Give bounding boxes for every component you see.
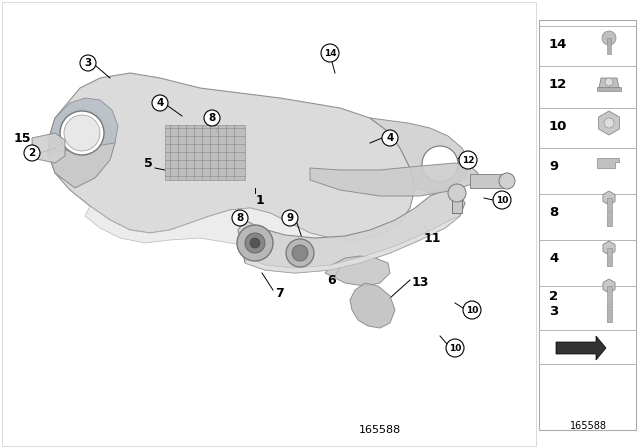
Circle shape: [493, 191, 511, 209]
Bar: [607, 248, 611, 266]
Text: 10: 10: [496, 195, 508, 204]
Text: 4: 4: [156, 98, 164, 108]
Circle shape: [382, 130, 398, 146]
Text: 12: 12: [549, 78, 567, 90]
Text: 8: 8: [236, 213, 244, 223]
Circle shape: [446, 339, 464, 357]
Polygon shape: [48, 73, 415, 240]
Circle shape: [286, 239, 314, 267]
Polygon shape: [310, 163, 478, 196]
Circle shape: [605, 78, 613, 86]
Circle shape: [60, 111, 104, 155]
Bar: [607, 286, 611, 322]
Bar: [539, 330, 636, 364]
Text: 14: 14: [324, 48, 336, 57]
Bar: [607, 198, 611, 226]
Text: 4: 4: [549, 251, 558, 264]
Circle shape: [604, 118, 614, 128]
Circle shape: [24, 145, 40, 161]
Bar: [165, 125, 245, 180]
Circle shape: [463, 301, 481, 319]
Circle shape: [80, 55, 96, 71]
Text: 8: 8: [209, 113, 216, 123]
Polygon shape: [597, 158, 619, 168]
Polygon shape: [350, 283, 395, 328]
Polygon shape: [48, 108, 115, 188]
Text: 14: 14: [549, 38, 568, 51]
Text: 13: 13: [412, 276, 429, 289]
Bar: [597, 87, 621, 91]
Circle shape: [232, 210, 248, 226]
Text: 5: 5: [143, 156, 152, 169]
Polygon shape: [32, 133, 65, 163]
Text: 2
3: 2 3: [549, 290, 558, 318]
Text: 165588: 165588: [570, 421, 607, 431]
Circle shape: [448, 184, 466, 202]
Circle shape: [459, 151, 477, 169]
Polygon shape: [85, 206, 370, 250]
Circle shape: [282, 210, 298, 226]
Circle shape: [245, 233, 265, 253]
Text: 1: 1: [255, 194, 264, 207]
Text: 9: 9: [287, 213, 294, 223]
Text: 10: 10: [449, 344, 461, 353]
Circle shape: [602, 31, 616, 45]
Text: 4: 4: [387, 133, 394, 143]
Polygon shape: [245, 216, 460, 273]
Text: 6: 6: [328, 273, 336, 287]
Bar: [452, 191, 462, 213]
Text: 12: 12: [461, 155, 474, 164]
Circle shape: [204, 110, 220, 126]
Text: 8: 8: [549, 206, 558, 219]
Text: 2: 2: [28, 148, 36, 158]
Polygon shape: [599, 78, 619, 88]
Text: 7: 7: [275, 287, 284, 300]
Circle shape: [499, 173, 515, 189]
Text: 15: 15: [13, 132, 31, 145]
Polygon shape: [238, 190, 465, 273]
Bar: [2, 2, 536, 446]
Polygon shape: [370, 118, 470, 193]
Circle shape: [321, 44, 339, 62]
Circle shape: [152, 95, 168, 111]
Bar: [607, 38, 611, 54]
Text: 11: 11: [423, 232, 441, 245]
Circle shape: [250, 238, 260, 248]
Polygon shape: [325, 256, 390, 286]
Circle shape: [422, 146, 458, 182]
Bar: [470, 174, 505, 188]
Text: 3: 3: [84, 58, 92, 68]
Circle shape: [237, 225, 273, 261]
Polygon shape: [48, 98, 118, 153]
Bar: [539, 20, 636, 430]
Polygon shape: [556, 336, 606, 360]
Text: 165588: 165588: [359, 425, 401, 435]
Text: 10: 10: [549, 120, 568, 133]
Text: 10: 10: [466, 306, 478, 314]
Circle shape: [64, 115, 100, 151]
Circle shape: [292, 245, 308, 261]
Text: 9: 9: [549, 159, 558, 172]
